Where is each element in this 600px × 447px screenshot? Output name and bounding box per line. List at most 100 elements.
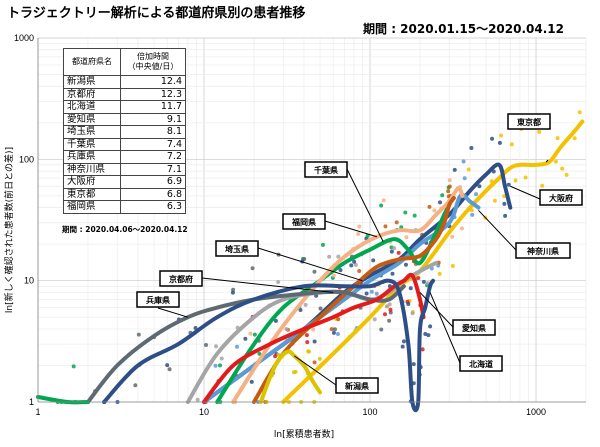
callout-leader (419, 292, 454, 328)
data-point (396, 250, 401, 255)
axes: 1 10 100 1000 1 10 100 1000 ln[累積患者数] ln[新しく確認された… (3, 33, 586, 440)
data-point (364, 291, 369, 296)
table-cell-doubling-time: 9.1 (120, 112, 186, 126)
series-line (215, 203, 452, 404)
y-tick-label: 1000 (14, 33, 34, 43)
data-point (421, 279, 426, 284)
data-point (523, 175, 528, 180)
data-point (403, 262, 408, 267)
data-point (379, 327, 384, 332)
table-cell-doubling-time: 8.1 (120, 125, 186, 139)
data-point (390, 271, 395, 276)
data-point (577, 110, 582, 115)
data-point (446, 189, 451, 194)
table-cell-pref: 千葉県 (63, 137, 121, 151)
data-point (379, 203, 384, 208)
data-point (387, 318, 392, 323)
data-point (384, 304, 389, 309)
callout-leader (324, 220, 378, 238)
series-lines (36, 119, 585, 413)
data-point (318, 306, 323, 311)
data-point (273, 318, 278, 323)
data-point (497, 140, 502, 145)
header-pref: 都道府県名 (63, 48, 121, 76)
data-point (243, 336, 248, 341)
data-point (423, 331, 428, 336)
data-point (371, 258, 376, 263)
table-cell-doubling-time: 12.3 (120, 87, 186, 101)
table-cell-pref: 北海道 (63, 100, 121, 114)
y-axis-label: ln[新しく確認された患者数(前日との差)] (3, 147, 15, 313)
header-doubling-time: 倍加時間 （中央値/日） (120, 48, 186, 76)
data-point (428, 324, 433, 329)
callout-leader (294, 355, 337, 386)
data-point (133, 383, 138, 388)
data-point (392, 246, 397, 251)
data-point (555, 136, 560, 141)
data-point (311, 327, 316, 332)
data-point (312, 360, 317, 365)
data-point (564, 172, 569, 177)
data-point (537, 129, 542, 134)
callout-label: 大阪府 (549, 193, 573, 203)
data-point (331, 330, 336, 335)
data-point (389, 249, 394, 254)
data-point (499, 133, 504, 138)
data-point (382, 312, 387, 317)
data-point (356, 232, 361, 237)
data-point (408, 286, 413, 291)
table-period-note: 期間 : 2020.04.06〜2020.04.12 (62, 225, 188, 234)
data-point (450, 263, 455, 268)
data-point (249, 379, 254, 384)
table-row: 大阪府 6.9 (63, 175, 186, 189)
callout-box (335, 377, 379, 394)
table-cell-pref: 東京都 (63, 187, 121, 201)
x-tick-label: 1 (35, 407, 40, 417)
data-point (477, 184, 482, 189)
data-point (327, 254, 332, 259)
data-point (440, 193, 445, 198)
data-point (257, 351, 262, 356)
data-point (469, 146, 474, 151)
data-point (195, 397, 200, 402)
x-axis-label: ln[累積患者数] (274, 428, 334, 440)
table-cell-pref: 大阪府 (63, 175, 121, 189)
data-point (357, 268, 362, 273)
data-point (335, 331, 340, 336)
data-point (470, 212, 475, 217)
series-line (102, 278, 436, 413)
data-point (231, 287, 236, 292)
data-point (462, 176, 467, 181)
callout-leader (257, 247, 363, 282)
callout-label: 神奈川県 (527, 246, 559, 256)
data-point (332, 327, 337, 332)
data-point (217, 363, 222, 368)
callout-box (507, 113, 551, 130)
header-time-line2: （中央値/日） (127, 62, 179, 71)
data-point (303, 302, 308, 307)
data-point (447, 178, 452, 183)
data-point (349, 263, 354, 268)
data-point (426, 333, 431, 338)
data-point (248, 331, 253, 336)
table-row: 新潟県 12.4 (63, 75, 186, 89)
table-cell-pref: 新潟県 (63, 75, 121, 89)
data-point (416, 275, 421, 280)
callout-leader (478, 209, 517, 251)
data-point (284, 327, 289, 332)
data-point (320, 242, 325, 247)
data-point (304, 333, 309, 338)
data-point (276, 280, 281, 285)
callout-label: 千葉県 (314, 165, 338, 175)
table-row: 福岡県 6.3 (63, 200, 186, 214)
callout-box (459, 355, 503, 372)
data-point (383, 224, 388, 229)
table-cell-doubling-time: 6.9 (120, 175, 186, 189)
data-point (305, 340, 310, 345)
data-point (312, 269, 317, 274)
data-point (336, 254, 341, 259)
data-point (357, 224, 362, 229)
data-point (329, 327, 334, 332)
